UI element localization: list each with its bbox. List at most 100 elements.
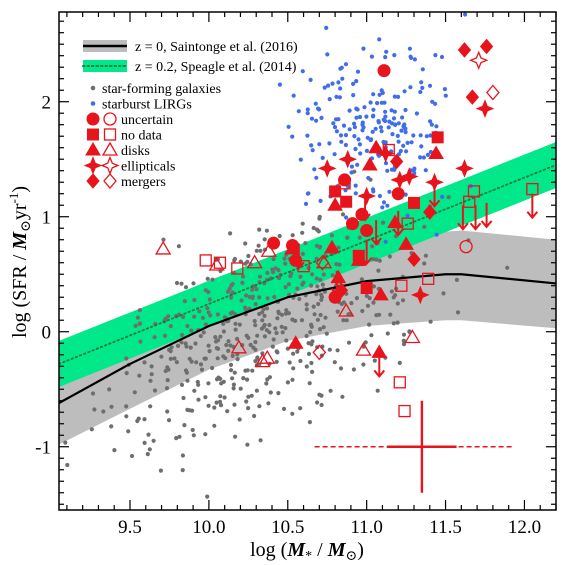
- sf-galaxy-point: [222, 315, 227, 320]
- no-data-point: [431, 131, 444, 144]
- sf-galaxy-point: [250, 368, 255, 373]
- lirg-point: [419, 144, 424, 149]
- legend-marker-filled: [86, 112, 100, 126]
- sf-galaxy-point: [422, 261, 427, 266]
- lirg-point: [421, 155, 426, 160]
- sf-galaxy-point: [377, 258, 382, 263]
- sf-galaxy-point: [243, 261, 248, 266]
- lirg-point: [326, 83, 331, 88]
- lirg-point: [392, 94, 397, 99]
- sf-galaxy-point: [365, 303, 371, 308]
- sf-galaxy-point: [290, 233, 295, 238]
- upper-limit-head: [392, 228, 404, 237]
- sf-galaxy-point: [260, 318, 265, 323]
- lirg-point: [318, 198, 323, 203]
- disks-point: [330, 269, 347, 284]
- x-tick-label: 11.5: [429, 517, 462, 538]
- lirg-point: [325, 52, 330, 57]
- sf-galaxy-point: [346, 340, 352, 345]
- sf-galaxy-point: [391, 321, 396, 326]
- sf-galaxy-point: [213, 335, 218, 340]
- sf-galaxy-point: [455, 310, 461, 315]
- sf-galaxy-point: [264, 381, 269, 386]
- uncertain-point: [391, 187, 405, 201]
- sf-galaxy-point: [230, 353, 235, 358]
- lirg-point: [427, 83, 433, 88]
- lirg-point: [368, 138, 373, 143]
- lirg-point: [377, 37, 382, 42]
- sf-galaxy-point: [298, 358, 303, 364]
- lirg-point: [343, 62, 349, 67]
- sf-galaxy-point: [246, 394, 251, 399]
- sf-galaxy-point: [389, 289, 394, 294]
- sf-galaxy-point: [401, 332, 407, 337]
- lirg-point: [361, 125, 366, 130]
- sf-galaxy-point: [124, 356, 129, 361]
- disks-point: [246, 254, 263, 269]
- sf-galaxy-point: [374, 313, 379, 318]
- lirg-point: [378, 125, 383, 130]
- sf-galaxy-point: [391, 295, 396, 300]
- sf-galaxy-point: [101, 409, 106, 414]
- ellipticals-point: [399, 167, 419, 186]
- sf-galaxy-point: [314, 292, 319, 297]
- sf-galaxy-point: [109, 424, 114, 429]
- sf-galaxy-point: [257, 227, 262, 232]
- sf-galaxy-point: [184, 370, 189, 375]
- no-data-point: [231, 262, 244, 275]
- sf-galaxy-point: [400, 298, 406, 303]
- lirg-point: [305, 191, 310, 196]
- lirg-point: [402, 89, 407, 94]
- mergers-point: [423, 204, 437, 220]
- lirg-point: [347, 108, 352, 113]
- x-tick-label: 12.0: [508, 517, 541, 538]
- sf-galaxy-point: [221, 321, 226, 326]
- lirg-point: [403, 130, 408, 135]
- lirg-point: [343, 133, 349, 138]
- sf-galaxy-point: [349, 301, 354, 306]
- y-tick-label: 1: [42, 208, 52, 229]
- lirg-point: [314, 175, 319, 180]
- disks-point: [287, 335, 304, 349]
- sf-galaxy-point: [371, 300, 376, 305]
- sf-galaxy-point: [228, 362, 234, 367]
- sf-galaxy-point: [179, 340, 184, 345]
- lirg-point: [357, 114, 363, 120]
- sf-galaxy-point: [215, 312, 220, 317]
- lirg-point: [396, 94, 401, 99]
- lirg-point: [420, 85, 425, 90]
- sf-galaxy-point: [168, 349, 173, 354]
- sf-galaxy-point: [197, 309, 202, 314]
- sf-galaxy-point: [215, 356, 220, 361]
- sf-galaxy-point: [505, 265, 510, 270]
- sf-galaxy-point: [258, 438, 263, 443]
- sf-galaxy-point: [252, 318, 257, 324]
- sf-galaxy-point: [329, 233, 334, 238]
- legend-marker: [90, 85, 96, 91]
- sf-galaxy-point: [142, 417, 147, 422]
- sf-galaxy-point: [126, 429, 131, 434]
- mergers-point: [465, 89, 480, 105]
- sf-galaxy-point: [214, 400, 219, 405]
- lirg-point: [327, 97, 332, 102]
- sf-galaxy-point: [340, 212, 346, 217]
- sf-galaxy-point: [387, 254, 392, 259]
- sf-galaxy-point: [253, 359, 258, 364]
- mergers-point: [457, 42, 472, 58]
- sf-galaxy-point: [401, 338, 406, 343]
- sf-galaxy-point: [357, 235, 362, 240]
- sf-galaxy-point: [124, 371, 129, 376]
- x-tick-label: 9.5: [118, 517, 142, 538]
- lirg-point: [332, 152, 337, 157]
- no-data-point: [393, 376, 406, 389]
- sf-galaxy-point: [180, 453, 185, 458]
- sf-galaxy-point: [214, 346, 219, 351]
- no-data-point: [526, 182, 539, 196]
- sf-galaxy-point: [280, 330, 285, 335]
- sf-galaxy-point: [284, 308, 289, 313]
- sf-galaxy-point: [188, 345, 193, 350]
- lirg-point: [343, 142, 348, 148]
- sf-galaxy-point: [181, 395, 186, 401]
- x-axis-title: log (M* / M⊙): [250, 539, 364, 564]
- lirg-point: [354, 79, 359, 84]
